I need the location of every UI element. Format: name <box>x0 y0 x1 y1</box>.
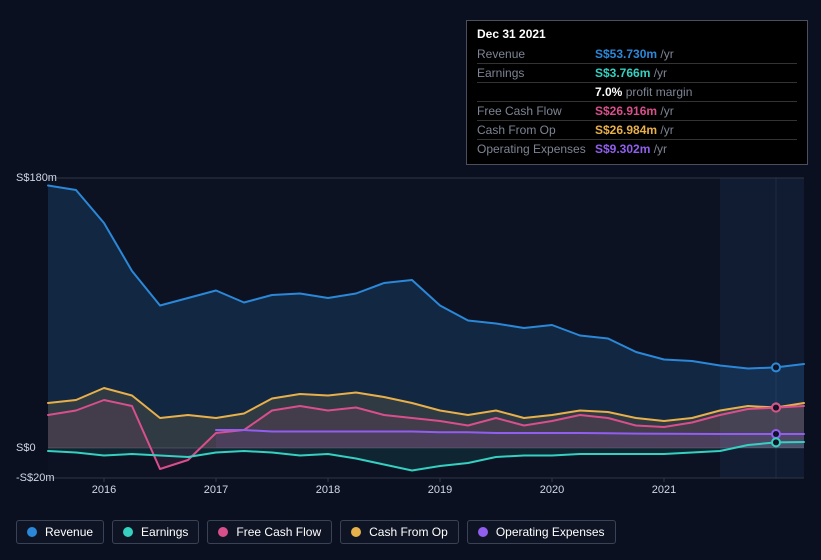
legend-item[interactable]: Operating Expenses <box>467 520 616 544</box>
legend-dot-icon <box>218 527 228 537</box>
legend-dot-icon <box>123 527 133 537</box>
legend-dot-icon <box>351 527 361 537</box>
y-tick-label: -S$20m <box>16 472 55 484</box>
x-tick-label: 2019 <box>428 484 452 496</box>
x-tick-label: 2021 <box>652 484 676 496</box>
chart-legend: Revenue Earnings Free Cash Flow Cash From O… <box>16 520 616 544</box>
legend-item[interactable]: Cash From Op <box>340 520 459 544</box>
x-tick-label: 2020 <box>540 484 564 496</box>
y-tick-label: S$180m <box>16 172 57 184</box>
legend-item[interactable]: Free Cash Flow <box>207 520 332 544</box>
legend-item[interactable]: Earnings <box>112 520 199 544</box>
y-tick-label: S$0 <box>16 442 36 454</box>
x-tick-label: 2017 <box>204 484 228 496</box>
financials-chart[interactable] <box>0 0 821 560</box>
legend-label: Cash From Op <box>369 525 448 539</box>
x-tick-label: 2018 <box>316 484 340 496</box>
legend-dot-icon <box>27 527 37 537</box>
legend-label: Operating Expenses <box>496 525 605 539</box>
legend-item[interactable]: Revenue <box>16 520 104 544</box>
legend-label: Earnings <box>141 525 188 539</box>
legend-label: Free Cash Flow <box>236 525 321 539</box>
x-tick-label: 2016 <box>92 484 116 496</box>
legend-dot-icon <box>478 527 488 537</box>
legend-label: Revenue <box>45 525 93 539</box>
